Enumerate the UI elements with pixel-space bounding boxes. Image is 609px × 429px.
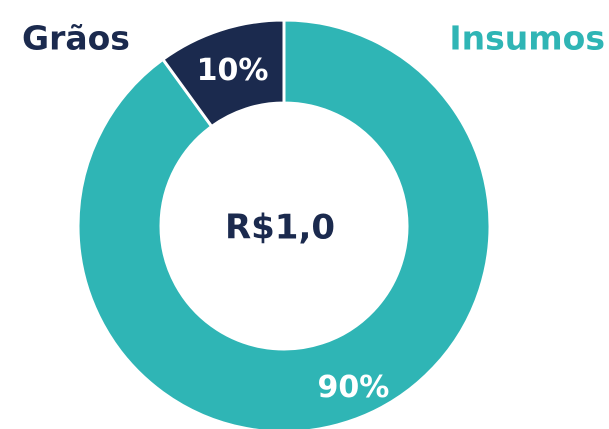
slice [160,18,286,129]
category-label: Insumos [449,19,605,58]
slices [76,18,492,429]
value-label: 90% [318,370,390,405]
category-label: Grãos [22,19,130,58]
value-label: 10% [197,53,269,88]
center-label: R$1,0 [225,208,335,248]
slice [76,18,492,429]
